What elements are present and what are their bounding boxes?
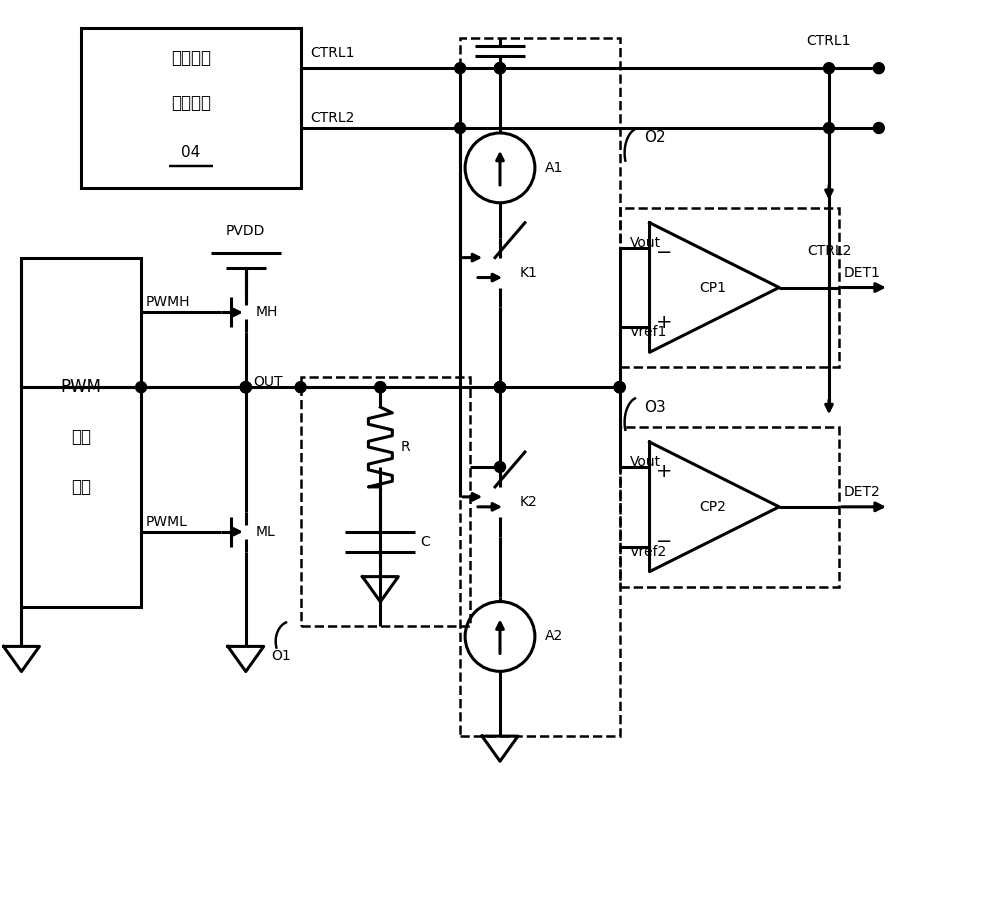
- Circle shape: [873, 122, 884, 133]
- Circle shape: [614, 382, 625, 393]
- Circle shape: [495, 462, 505, 473]
- Bar: [301, 377, 470, 627]
- Circle shape: [614, 382, 625, 393]
- Circle shape: [495, 63, 505, 73]
- Text: Vout: Vout: [630, 236, 661, 249]
- Text: −: −: [656, 532, 673, 551]
- Text: PWMH: PWMH: [146, 296, 191, 309]
- Text: DET1: DET1: [844, 266, 881, 279]
- Text: K2: K2: [520, 495, 538, 509]
- Bar: [460, 387, 620, 736]
- Circle shape: [240, 382, 251, 393]
- Text: DET2: DET2: [844, 485, 881, 499]
- Text: 04: 04: [181, 145, 201, 161]
- Bar: [620, 208, 839, 367]
- Text: A2: A2: [545, 629, 563, 643]
- Text: PVDD: PVDD: [226, 224, 265, 238]
- Text: CTRL2: CTRL2: [311, 111, 355, 125]
- Text: 控制电路: 控制电路: [171, 94, 211, 112]
- Text: A1: A1: [545, 161, 563, 175]
- Bar: [620, 427, 839, 587]
- Circle shape: [240, 382, 251, 393]
- Text: Vref1: Vref1: [630, 326, 667, 339]
- Text: −: −: [656, 243, 673, 262]
- Circle shape: [614, 382, 625, 393]
- Bar: [21, 258, 141, 607]
- Circle shape: [136, 382, 147, 393]
- Circle shape: [375, 382, 386, 393]
- Circle shape: [375, 382, 386, 393]
- Circle shape: [495, 382, 505, 393]
- Text: CP2: CP2: [699, 500, 726, 514]
- Circle shape: [240, 382, 251, 393]
- Text: Vout: Vout: [630, 455, 661, 469]
- Text: 控制: 控制: [71, 428, 91, 446]
- Text: CTRL1: CTRL1: [311, 46, 355, 60]
- Text: PWM: PWM: [61, 378, 102, 396]
- Circle shape: [295, 382, 306, 393]
- Text: 短路检测: 短路检测: [171, 49, 211, 67]
- Circle shape: [455, 122, 466, 133]
- Circle shape: [824, 63, 834, 73]
- Bar: [81, 28, 301, 188]
- Text: C: C: [420, 535, 430, 549]
- Circle shape: [873, 63, 884, 73]
- Text: CTRL2: CTRL2: [807, 244, 851, 258]
- Text: +: +: [656, 313, 673, 332]
- Circle shape: [495, 63, 505, 73]
- Text: O2: O2: [645, 131, 666, 145]
- Text: O3: O3: [645, 400, 666, 414]
- Text: OUT: OUT: [253, 375, 282, 389]
- Text: PWML: PWML: [146, 515, 188, 529]
- Text: CTRL1: CTRL1: [807, 34, 851, 48]
- Text: +: +: [656, 463, 673, 482]
- Circle shape: [455, 63, 466, 73]
- Circle shape: [495, 382, 505, 393]
- Text: MH: MH: [256, 306, 278, 319]
- Text: CP1: CP1: [699, 280, 726, 295]
- Text: 电路: 电路: [71, 478, 91, 496]
- Bar: [460, 38, 620, 387]
- Text: ML: ML: [256, 525, 276, 539]
- Text: O1: O1: [271, 649, 291, 663]
- Text: K1: K1: [520, 266, 538, 279]
- Circle shape: [495, 382, 505, 393]
- Text: R: R: [400, 440, 410, 454]
- Text: Vref2: Vref2: [630, 545, 667, 559]
- Circle shape: [495, 63, 505, 73]
- Circle shape: [824, 122, 834, 133]
